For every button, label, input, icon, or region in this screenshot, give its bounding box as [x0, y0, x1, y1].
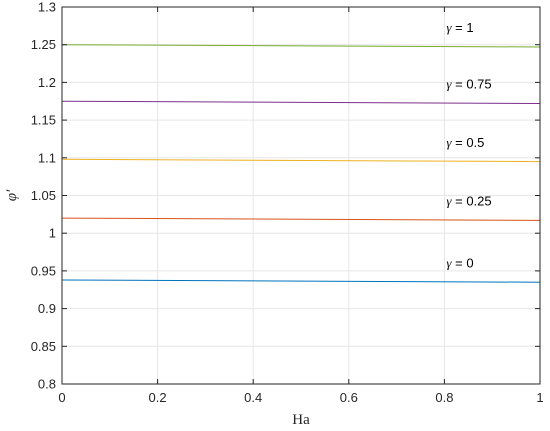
x-axis-label: Ha [292, 412, 310, 428]
series-annotation: γ = 0.5 [446, 135, 484, 150]
y-tick-label: 0.95 [31, 263, 56, 278]
annotation-value: = 1 [452, 20, 474, 35]
grid-lines [62, 7, 540, 384]
series-annotation: γ = 0 [446, 255, 473, 270]
series-line [61, 44, 541, 48]
annotation-value: = 0.75 [452, 77, 492, 92]
series-line [61, 158, 541, 163]
series-annotations: γ = 1γ = 0.75γ = 0.5γ = 0.25γ = 0 [446, 20, 491, 270]
x-tick-label: 1 [536, 390, 543, 405]
y-tick-label: 0.85 [31, 339, 56, 354]
y-tick-labels: 0.8 0.85 0.9 0.95 1 1.05 1.1 1.15 1.2 1.25 1.3 [31, 0, 56, 392]
x-tick-labels: 0 0.2 0.4 0.6 0.8 1 [58, 390, 543, 405]
series-annotation: γ = 0.75 [446, 77, 491, 92]
axis-ticks [61, 6, 541, 385]
annotation-value: = 0.5 [452, 135, 485, 150]
series-annotation: γ = 0.25 [446, 194, 491, 209]
series-lines [61, 44, 541, 283]
annotation-value: = 0 [452, 255, 474, 270]
y-tick-label: 1.15 [31, 113, 56, 128]
gamma-symbol: γ [446, 194, 452, 209]
y-tick-label: 1.3 [38, 0, 56, 15]
y-tick-label: 0.8 [38, 377, 56, 392]
y-tick-label: 1.25 [31, 37, 56, 52]
annotation-value: = 0.25 [452, 194, 492, 209]
series-line [61, 100, 541, 105]
y-tick-label: 1 [49, 226, 56, 241]
y-tick-label: 1.2 [38, 75, 56, 90]
x-tick-label: 0.6 [340, 390, 358, 405]
y-tick-label: 0.9 [38, 301, 56, 316]
gamma-symbol: γ [446, 77, 452, 92]
gamma-symbol: γ [446, 20, 452, 35]
series-line [61, 279, 541, 283]
y-tick-label: 1.05 [31, 188, 56, 203]
x-tick-label: 0.8 [435, 390, 453, 405]
y-axis-label: φ′ [4, 189, 20, 201]
x-tick-label: 0.4 [244, 390, 262, 405]
gamma-symbol: γ [446, 255, 452, 270]
series-annotation: γ = 1 [446, 20, 473, 35]
y-tick-label: 1.1 [38, 150, 56, 165]
series-line [61, 217, 541, 221]
x-tick-label: 0 [58, 390, 65, 405]
x-tick-label: 0.2 [149, 390, 167, 405]
gamma-symbol: γ [446, 135, 452, 150]
